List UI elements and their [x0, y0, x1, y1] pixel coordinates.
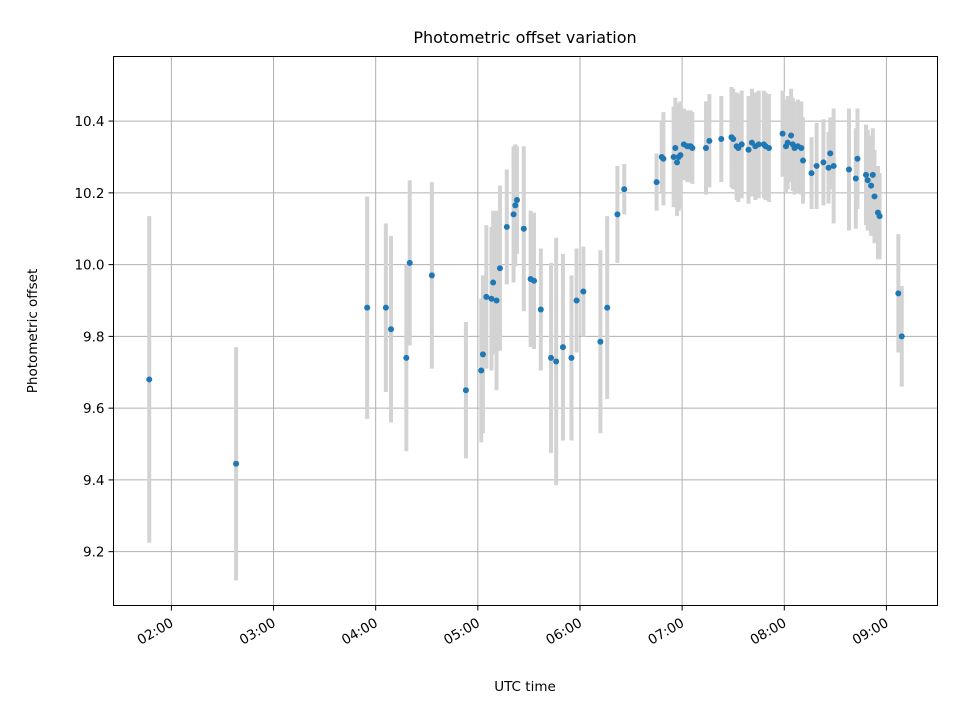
data-point [677, 152, 684, 159]
data-point [548, 354, 555, 361]
data-point [233, 460, 240, 467]
data-point [820, 159, 827, 166]
data-point [388, 326, 395, 333]
data-point [510, 211, 517, 218]
data-point [382, 304, 389, 311]
x-tick-label: 07:00 [645, 615, 687, 648]
data-point [845, 166, 852, 173]
data-point [871, 193, 878, 200]
data-point [854, 155, 861, 162]
x-tick-label: 06:00 [543, 615, 585, 648]
data-point [488, 295, 495, 302]
data-point [537, 306, 544, 313]
data-point [689, 145, 696, 151]
data-point [730, 136, 737, 143]
data-point [406, 259, 413, 266]
x-axis-ticks: 02:00 03:00 04:00 05:00 06:00 07:00 08:00 09:00 [135, 605, 892, 648]
data-point [862, 171, 869, 178]
data-point [718, 136, 725, 143]
data-point [898, 333, 905, 340]
data-point [798, 145, 805, 151]
y-axis-label: Photometric offset [25, 269, 41, 393]
data-point [784, 139, 791, 146]
data-point [604, 304, 611, 311]
data-point [146, 376, 153, 383]
data-point [827, 150, 834, 157]
y-tick-label: 10.4 [74, 114, 104, 130]
data-point [800, 157, 807, 164]
data-point [876, 213, 883, 220]
data-point [490, 279, 497, 286]
data-point [621, 186, 628, 193]
x-tick-label: 05:00 [441, 615, 483, 648]
data-point [788, 132, 795, 139]
chart-title: Photometric offset variation [413, 28, 636, 47]
y-tick-label: 10.2 [74, 186, 104, 202]
data-point [706, 137, 713, 144]
y-axis-ticks: 9.2 9.4 9.6 9.8 10.0 10.2 10.4 [74, 114, 114, 561]
data-point [503, 223, 510, 230]
data-point [808, 170, 815, 177]
data-point [580, 288, 587, 295]
data-point [479, 351, 486, 358]
data-point [513, 197, 520, 204]
data-point [520, 225, 527, 232]
data-point [568, 354, 575, 361]
data-point [483, 293, 490, 300]
data-point [672, 145, 679, 151]
data-point [830, 162, 837, 169]
data-point [478, 367, 485, 374]
data-point [573, 297, 580, 304]
data-point [653, 179, 660, 186]
data-point [553, 358, 560, 365]
x-tick-label: 04:00 [339, 615, 381, 648]
data-point [597, 338, 604, 345]
data-point [660, 155, 667, 162]
data-point [614, 211, 621, 218]
y-tick-label: 9.6 [83, 401, 104, 417]
y-tick-label: 10.0 [74, 258, 104, 274]
data-point [895, 290, 902, 297]
x-axis-label: UTC time [494, 679, 556, 695]
data-point [765, 145, 772, 151]
data-point [428, 272, 435, 279]
data-point [864, 177, 871, 184]
data-point [869, 171, 876, 178]
data-point [813, 162, 820, 169]
x-tick-label: 02:00 [135, 615, 177, 648]
error-bars [147, 87, 904, 581]
x-tick-label: 09:00 [850, 615, 892, 648]
data-point [702, 145, 709, 151]
data-point [779, 130, 786, 137]
x-tick-label: 03:00 [237, 615, 279, 648]
data-point [670, 153, 677, 160]
y-tick-label: 9.2 [83, 545, 104, 561]
data-point [738, 141, 745, 148]
data-points [146, 130, 905, 467]
data-point [531, 277, 538, 284]
data-point [852, 175, 859, 182]
y-tick-label: 9.8 [83, 329, 104, 345]
data-point [755, 141, 762, 148]
data-point [868, 182, 875, 189]
data-point [512, 202, 519, 209]
x-tick-label: 08:00 [748, 615, 790, 648]
y-tick-label: 9.4 [83, 473, 104, 489]
data-point [403, 354, 410, 361]
data-point [496, 265, 503, 272]
data-point [674, 159, 681, 166]
data-point [493, 297, 500, 304]
data-point [364, 304, 371, 311]
data-point [745, 146, 752, 153]
data-point [825, 164, 832, 171]
data-point [462, 387, 469, 394]
plot-frame [113, 56, 938, 606]
data-point [559, 344, 566, 351]
